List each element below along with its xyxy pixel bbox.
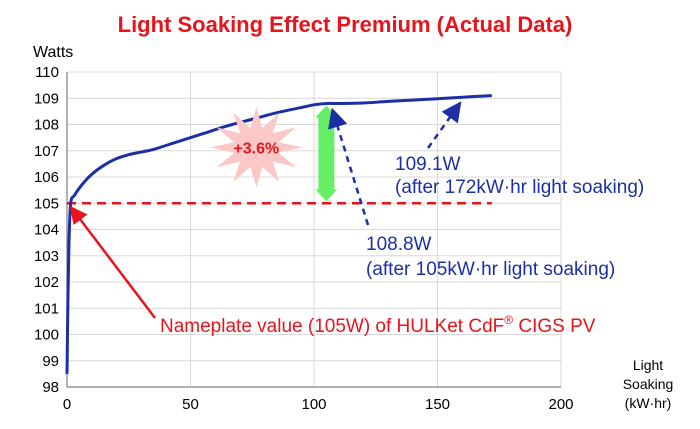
x-axis-label-line: Light xyxy=(633,357,663,373)
premium-burst-shape xyxy=(210,107,303,188)
x-axis-label-line: (kW·hr) xyxy=(625,395,672,411)
y-axis-label: Watts xyxy=(33,44,73,61)
premium-percent-label: +3.6% xyxy=(233,140,279,157)
y-tick-label: 105 xyxy=(34,195,59,212)
nameplate-label-text: Nameplate value (105W) of HULKet CdF xyxy=(160,316,504,337)
y-tick-label: 103 xyxy=(34,248,59,265)
annotation-172-detail: (after 172kW·hr light soaking) xyxy=(395,177,644,198)
y-tick-label: 109 xyxy=(34,90,59,107)
annotation-172-value: 109.1W xyxy=(395,154,461,175)
series-line xyxy=(65,94,492,374)
y-tick-label: 104 xyxy=(34,222,59,239)
x-tick-label: 150 xyxy=(425,396,450,413)
y-tick-labels: 98 99 100 101 102 103 104 105 106 107 108 109 110 xyxy=(34,64,59,396)
gridlines xyxy=(66,71,562,388)
chart-title: Light Soaking Effect Premium (Actual Dat… xyxy=(118,12,573,37)
y-tick-label: 108 xyxy=(34,117,59,134)
x-axis-label: Light Soaking (kW·hr) xyxy=(623,357,674,411)
registered-mark: ® xyxy=(504,313,513,327)
y-tick-label: 107 xyxy=(34,143,59,160)
annotation-105-detail: (after 105kW·hr light soaking) xyxy=(366,259,615,280)
nameplate-label: Nameplate value (105W) of HULKet CdF® CI… xyxy=(160,313,596,337)
y-tick-label: 102 xyxy=(34,274,59,291)
premium-double-arrow xyxy=(315,105,338,202)
x-tick-label: 200 xyxy=(548,396,573,413)
pointer-arrow-105 xyxy=(328,107,370,226)
x-axis-label-line: Soaking xyxy=(623,376,674,392)
nameplate-arrow xyxy=(69,205,156,319)
pointer-arrow-172 xyxy=(426,101,462,149)
x-tick-labels: 0 50 100 150 200 xyxy=(63,396,574,413)
x-tick-label: 100 xyxy=(301,396,326,413)
y-tick-label: 106 xyxy=(34,169,59,186)
y-tick-label: 98 xyxy=(42,379,59,396)
x-tick-label: 0 xyxy=(63,396,71,413)
x-tick-label: 50 xyxy=(182,396,199,413)
annotation-105-value: 108.8W xyxy=(366,234,432,255)
y-tick-label: 99 xyxy=(42,353,59,370)
y-tick-label: 110 xyxy=(35,64,59,81)
y-tick-label: 100 xyxy=(34,327,59,344)
nameplate-label-suffix: CIGS PV xyxy=(513,316,596,337)
y-tick-label: 101 xyxy=(34,300,59,317)
